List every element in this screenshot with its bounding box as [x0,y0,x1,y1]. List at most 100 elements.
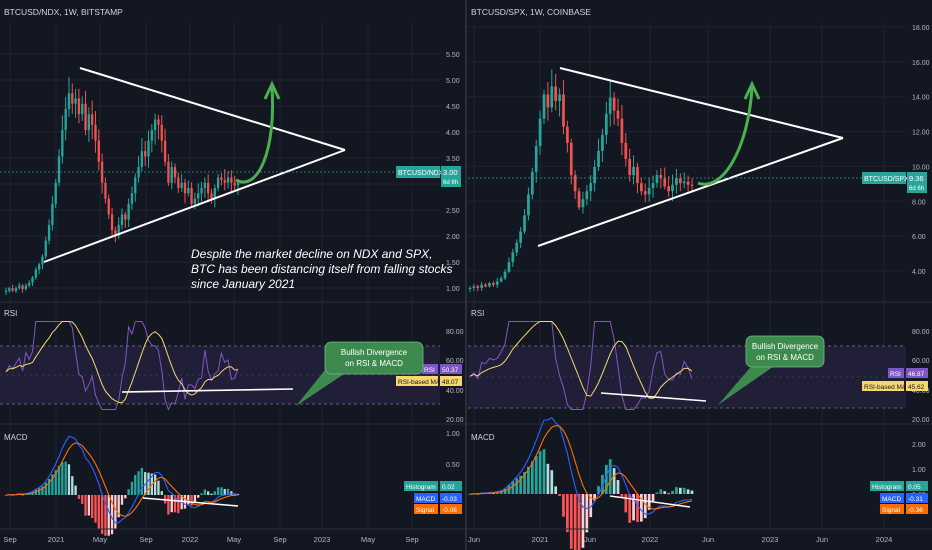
candle-body[interactable] [44,240,47,257]
candle-body[interactable] [24,285,28,290]
symbol-title[interactable]: BTCUSD/SPX, 1W, COINBASE [471,7,591,17]
breakout-arrow[interactable] [697,87,754,186]
candle-body[interactable] [663,178,667,187]
candle-body[interactable] [180,182,183,189]
candle-body[interactable] [173,166,177,178]
candle-body[interactable] [37,264,41,270]
candle-body[interactable] [130,193,134,204]
rsi-line[interactable] [469,321,693,410]
candle-body[interactable] [651,183,655,188]
signal-line[interactable] [5,442,239,517]
candle-body[interactable] [190,188,193,204]
candle-body[interactable] [147,140,150,157]
candle-body[interactable] [620,118,624,143]
candle-body[interactable] [472,286,476,288]
candle-body[interactable] [558,94,561,101]
candle-body[interactable] [207,182,210,194]
candle-body[interactable] [643,191,647,195]
candle-body[interactable] [61,130,64,157]
candle-body[interactable] [31,277,34,283]
candle-body[interactable] [157,119,160,125]
candle-body[interactable] [519,231,522,243]
candle-body[interactable] [144,151,147,157]
candle-body[interactable] [640,183,643,192]
candle-body[interactable] [236,182,240,186]
candle-body[interactable] [84,103,87,131]
candle-body[interactable] [492,283,495,285]
candle-body[interactable] [51,203,54,225]
candle-body[interactable] [150,130,153,141]
triangle-lower-trendline[interactable] [537,137,844,247]
divergence-callout[interactable]: Bullish Divergence on RSI & MACD [296,341,424,406]
candle-body[interactable] [593,167,596,184]
candle-body[interactable] [566,126,569,143]
candle-body[interactable] [41,256,44,265]
candle-body[interactable] [503,271,507,279]
candle-body[interactable] [153,119,157,131]
candle-body[interactable] [216,177,220,189]
candle-body[interactable] [127,203,130,220]
time-axis[interactable]: Jun 2021 Jun 2022 Jun 2023 Jun 2024 [468,535,892,544]
candle-body[interactable] [507,262,511,272]
candle-body[interactable] [562,94,565,127]
breakout-arrow[interactable] [235,87,275,184]
candle-body[interactable] [200,188,203,194]
candle-body[interactable] [57,156,61,183]
rsi-ma-line[interactable] [5,321,239,404]
candle-body[interactable] [64,109,67,131]
candle-body[interactable] [476,286,480,288]
candle-body[interactable] [546,94,550,108]
candle-body[interactable] [534,146,538,172]
triangle-lower-trendline[interactable] [43,149,346,263]
candle-body[interactable] [97,140,100,162]
candle-body[interactable] [585,191,589,200]
triangle-upper-trendline[interactable] [559,67,844,139]
candle-body[interactable] [589,183,593,192]
candle-body[interactable] [550,86,554,108]
candle-body[interactable] [14,288,18,291]
rsi-divergence-line[interactable] [600,392,707,402]
candle-body[interactable] [612,97,616,111]
candle-body[interactable] [87,114,91,131]
candle-body[interactable] [114,230,117,236]
price-candles[interactable] [4,77,240,295]
candle-body[interactable] [28,282,31,286]
candle-body[interactable] [659,175,663,179]
candle-body[interactable] [34,269,37,278]
candle-body[interactable] [690,184,694,186]
candle-body[interactable] [488,283,491,287]
rsi-line[interactable] [5,321,239,411]
candle-body[interactable] [187,188,190,194]
price-candles[interactable] [468,69,694,293]
candle-body[interactable] [110,214,114,231]
candle-body[interactable] [100,161,104,183]
candle-body[interactable] [213,188,216,199]
candle-body[interactable] [671,184,674,192]
candle-body[interactable] [220,177,223,181]
candle-body[interactable] [636,167,639,184]
candle-body[interactable] [527,194,530,216]
candle-body[interactable] [183,182,187,194]
candle-body[interactable] [170,166,173,183]
candle-body[interactable] [67,93,71,110]
candle-body[interactable] [667,186,670,192]
candle-body[interactable] [542,94,546,119]
candle-body[interactable] [682,181,686,184]
candle-body[interactable] [484,284,487,287]
candle-body[interactable] [226,177,230,183]
candle-body[interactable] [54,182,57,204]
candle-body[interactable] [573,175,577,192]
symbol-title[interactable]: BTCUSD/NDX, 1W, BITSTAMP [4,7,123,17]
candle-body[interactable] [47,224,51,241]
candle-body[interactable] [686,181,690,185]
candle-body[interactable] [601,134,604,151]
candle-body[interactable] [230,177,233,183]
candle-body[interactable] [18,285,21,289]
rsi-ma-line[interactable] [469,321,693,399]
candle-body[interactable] [8,288,11,291]
candle-body[interactable] [77,98,81,115]
candle-body[interactable] [74,98,77,104]
signal-line[interactable] [469,425,693,510]
candle-body[interactable] [675,178,678,185]
candle-body[interactable] [197,193,200,199]
